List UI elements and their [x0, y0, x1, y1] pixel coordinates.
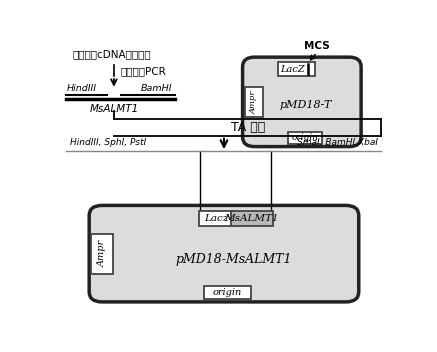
FancyBboxPatch shape [231, 210, 273, 226]
Text: TA 克隆: TA 克隆 [231, 121, 265, 134]
Text: BamHI: BamHI [141, 84, 173, 93]
Text: SmaI, BamHI,XbaI: SmaI, BamHI,XbaI [297, 138, 378, 147]
FancyBboxPatch shape [288, 132, 322, 144]
Text: MsALMT1: MsALMT1 [225, 214, 279, 223]
Text: origin: origin [292, 133, 319, 142]
Text: origin: origin [213, 288, 242, 297]
Text: HindIII, SphI, PstI: HindIII, SphI, PstI [70, 138, 146, 147]
Text: Ampr: Ampr [250, 90, 258, 114]
FancyBboxPatch shape [204, 286, 251, 299]
Text: pMD18-MsALMT1: pMD18-MsALMT1 [176, 253, 292, 265]
Text: pMD18-T: pMD18-T [279, 100, 331, 109]
FancyBboxPatch shape [243, 57, 361, 146]
FancyBboxPatch shape [245, 87, 263, 117]
Text: LacZ: LacZ [281, 64, 305, 74]
Text: MCS: MCS [304, 41, 330, 51]
Text: HindIII: HindIII [66, 84, 97, 93]
FancyBboxPatch shape [89, 206, 359, 302]
FancyBboxPatch shape [199, 210, 234, 226]
FancyBboxPatch shape [278, 62, 315, 76]
Text: Ampr: Ampr [97, 240, 107, 267]
Text: 紫花苜蓿cDNA第一条链: 紫花苜蓿cDNA第一条链 [73, 49, 152, 59]
Text: MsALMT1: MsALMT1 [89, 104, 139, 114]
FancyBboxPatch shape [91, 234, 113, 274]
Text: Lacz: Lacz [204, 214, 229, 223]
Text: 高保真酶PCR: 高保真酶PCR [121, 66, 166, 76]
